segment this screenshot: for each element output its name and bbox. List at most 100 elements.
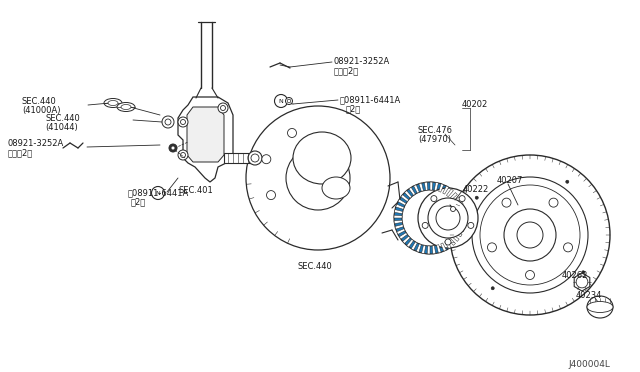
Ellipse shape: [121, 105, 131, 109]
Polygon shape: [436, 245, 441, 253]
Polygon shape: [424, 182, 428, 190]
Polygon shape: [445, 241, 451, 249]
Polygon shape: [224, 153, 255, 163]
Polygon shape: [450, 193, 458, 200]
Circle shape: [169, 144, 177, 152]
Polygon shape: [458, 218, 466, 221]
Text: SEC.440: SEC.440: [45, 114, 80, 123]
Polygon shape: [416, 244, 421, 252]
Circle shape: [251, 154, 259, 162]
Polygon shape: [574, 273, 590, 291]
Circle shape: [246, 106, 390, 250]
Circle shape: [394, 182, 466, 254]
Polygon shape: [399, 232, 407, 239]
Ellipse shape: [322, 177, 350, 199]
Text: (41044): (41044): [45, 123, 77, 132]
Polygon shape: [398, 199, 406, 205]
Circle shape: [165, 119, 171, 125]
Polygon shape: [404, 190, 412, 198]
Circle shape: [576, 276, 588, 288]
Polygon shape: [447, 189, 453, 197]
Text: 40207: 40207: [497, 176, 524, 185]
Circle shape: [152, 186, 164, 199]
Polygon shape: [409, 187, 415, 195]
Circle shape: [504, 209, 556, 261]
Text: ⓝ08911-6441A: ⓝ08911-6441A: [340, 95, 401, 104]
Ellipse shape: [117, 103, 135, 112]
Ellipse shape: [104, 99, 122, 108]
Polygon shape: [432, 246, 436, 254]
Polygon shape: [457, 222, 465, 227]
Polygon shape: [427, 246, 430, 254]
Polygon shape: [441, 243, 446, 251]
Circle shape: [221, 106, 225, 110]
Ellipse shape: [108, 100, 118, 106]
Polygon shape: [394, 215, 402, 218]
Circle shape: [178, 117, 188, 127]
Polygon shape: [448, 238, 456, 246]
Circle shape: [180, 153, 186, 157]
Ellipse shape: [587, 296, 613, 318]
Polygon shape: [187, 107, 224, 162]
Circle shape: [582, 271, 585, 274]
Polygon shape: [458, 212, 466, 216]
Polygon shape: [406, 239, 413, 247]
Polygon shape: [396, 204, 404, 209]
Polygon shape: [394, 220, 403, 224]
Circle shape: [287, 99, 291, 103]
Circle shape: [525, 270, 534, 279]
Text: 40222: 40222: [463, 185, 489, 194]
Text: ピン（2）: ピン（2）: [334, 66, 359, 75]
Circle shape: [549, 198, 558, 207]
Polygon shape: [456, 207, 465, 211]
Circle shape: [459, 196, 465, 202]
Circle shape: [431, 196, 437, 202]
Polygon shape: [411, 242, 417, 250]
Circle shape: [171, 146, 175, 150]
Text: SEC.401: SEC.401: [179, 186, 213, 195]
Text: 40262: 40262: [562, 271, 588, 280]
Polygon shape: [435, 182, 438, 191]
Polygon shape: [422, 245, 426, 254]
Circle shape: [287, 128, 296, 138]
Text: SEC.440: SEC.440: [298, 262, 332, 271]
Circle shape: [178, 150, 188, 160]
Circle shape: [488, 243, 497, 252]
Circle shape: [286, 146, 350, 210]
Text: （2）: （2）: [131, 197, 147, 206]
Circle shape: [262, 155, 271, 164]
Ellipse shape: [293, 132, 351, 184]
Circle shape: [492, 287, 494, 290]
Circle shape: [468, 222, 474, 228]
Circle shape: [472, 177, 588, 293]
Text: SEC.440: SEC.440: [22, 97, 57, 106]
Ellipse shape: [587, 301, 613, 312]
Circle shape: [436, 206, 460, 230]
Polygon shape: [178, 97, 233, 182]
Circle shape: [428, 198, 468, 238]
Polygon shape: [430, 182, 433, 190]
Polygon shape: [403, 236, 410, 243]
Text: N: N: [278, 99, 284, 103]
Text: ピン（2）: ピン（2）: [8, 148, 33, 157]
Circle shape: [517, 222, 543, 248]
Polygon shape: [456, 227, 464, 232]
Text: 08921-3252A: 08921-3252A: [8, 139, 64, 148]
Text: 40234: 40234: [576, 291, 602, 300]
Circle shape: [266, 190, 275, 200]
Circle shape: [564, 243, 573, 252]
Polygon shape: [397, 229, 405, 234]
Text: (41000A): (41000A): [22, 106, 61, 115]
Circle shape: [422, 222, 428, 228]
Circle shape: [218, 103, 228, 113]
Circle shape: [162, 116, 174, 128]
Circle shape: [480, 185, 580, 285]
Polygon shape: [419, 183, 424, 191]
Text: J400004L: J400004L: [568, 360, 610, 369]
Polygon shape: [394, 209, 403, 214]
Polygon shape: [401, 195, 409, 202]
Polygon shape: [438, 184, 444, 192]
Text: 08921-3252A: 08921-3252A: [334, 57, 390, 66]
Circle shape: [566, 180, 569, 183]
Circle shape: [476, 196, 478, 199]
